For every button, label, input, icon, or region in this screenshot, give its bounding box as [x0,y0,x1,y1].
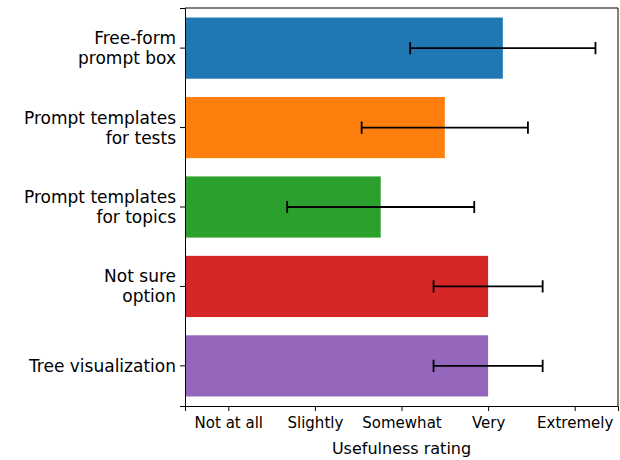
x-tick: Not at all [195,406,263,432]
x-tick: Slightly [287,406,343,432]
y-tick-mark [180,365,185,366]
x-tick-label: Slightly [287,414,343,432]
y-tick-label: Prompt templatesfor tests [24,108,176,148]
y-tick: Not sureoption [104,266,185,306]
frame-right [618,8,619,406]
y-tick-label: Prompt templatesfor topics [24,187,176,227]
plot: Not at all Slightly Somewhat Very Extremely F… [24,8,619,432]
x-tick: Extremely [537,406,613,432]
marks [185,18,595,397]
x-tick-mark [575,406,576,411]
x-axis-title: Usefulness rating [332,439,471,458]
y-tick-label-line: Not sure [104,266,176,286]
y-tick-label: Free-formprompt box [78,28,176,68]
x-axis: Not at all Slightly Somewhat Very Extremely [186,406,619,432]
error-bar [362,121,528,133]
error-bar [410,42,595,54]
x-tick-label: Extremely [537,414,613,432]
y-tick-mark [180,207,185,208]
y-tick-label-line: option [122,286,176,306]
y-tick-mark [180,127,185,128]
x-tick: Somewhat [362,406,442,432]
y-tick-label-line: prompt box [78,48,176,68]
frame-top [185,8,618,9]
y-tick-label: Tree visualization [28,356,176,376]
x-tick-label: Not at all [195,414,263,432]
x-tick: Very [472,406,505,432]
error-bar [434,360,543,372]
x-axis-line [186,407,619,412]
y-tick-label-line: Free-form [94,28,176,48]
y-tick: Prompt templatesfor topics [24,187,185,227]
y-tick-label-line: Prompt templates [24,108,176,128]
error-bar [287,201,474,213]
y-tick-label-line: Tree visualization [28,356,176,376]
y-tick-mark [180,286,185,287]
error-bar [434,280,543,292]
x-tick-mark [488,406,489,411]
x-tick-mark [228,406,229,411]
y-tick-label: Not sureoption [104,266,176,306]
x-tick-mark [315,406,316,411]
y-tick-mark [180,48,185,49]
y-tick: Tree visualization [28,356,185,376]
y-tick: Prompt templatesfor tests [24,108,185,148]
y-axis-line [180,9,186,407]
y-axis: Free-formprompt boxPrompt templatesfor t… [24,9,186,407]
x-tick-mark [402,406,403,411]
chart: Not at all Slightly Somewhat Very Extremely F… [0,0,620,460]
y-tick-label-line: Prompt templates [24,187,176,207]
y-tick: Free-formprompt box [78,28,185,68]
x-tick-label: Somewhat [362,414,442,432]
y-tick-label-line: for topics [96,207,176,227]
y-tick-label-line: for tests [106,128,176,148]
x-tick-label: Very [472,414,505,432]
